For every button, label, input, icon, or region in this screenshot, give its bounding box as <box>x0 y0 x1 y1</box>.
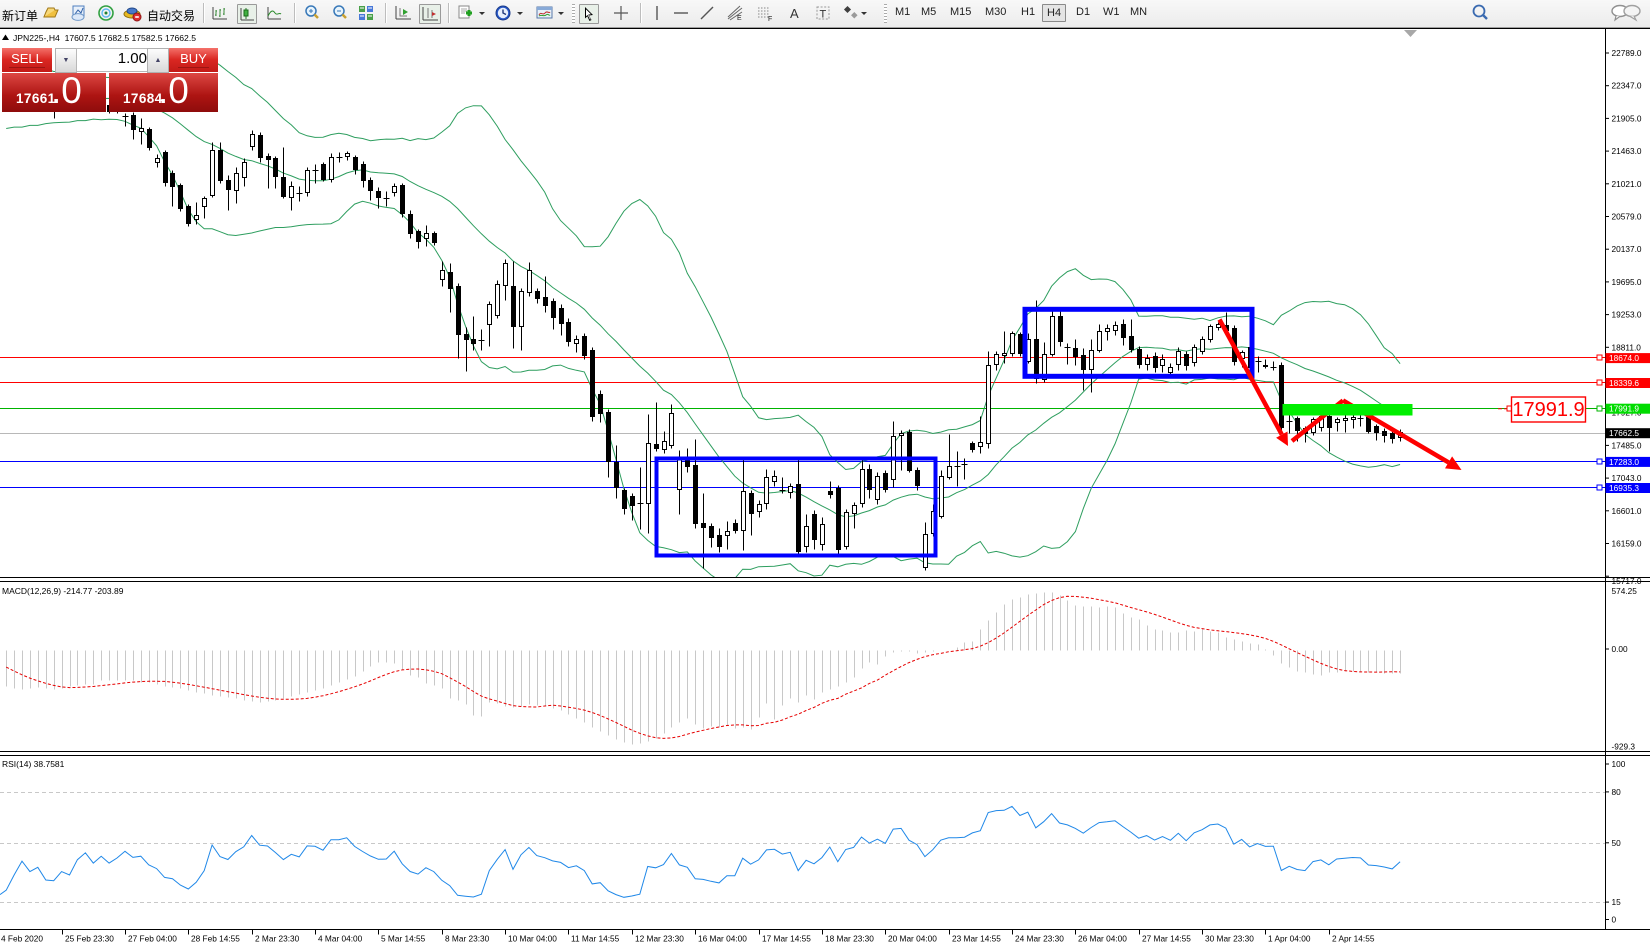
svg-text:8 Mar 23:30: 8 Mar 23:30 <box>445 934 490 944</box>
svg-text:23 Mar 14:55: 23 Mar 14:55 <box>952 934 1001 944</box>
svg-text:22789.0: 22789.0 <box>1612 48 1642 58</box>
svg-text:18674.0: 18674.0 <box>1609 353 1639 363</box>
svg-text:0.00: 0.00 <box>1612 644 1629 654</box>
svg-text:17662.5: 17662.5 <box>1609 428 1639 438</box>
svg-text:50: 50 <box>1612 838 1622 848</box>
svg-text:F: F <box>768 16 772 22</box>
svg-text:17991.9: 17991.9 <box>1512 399 1584 421</box>
svg-text:16935.3: 16935.3 <box>1609 483 1639 493</box>
svg-text:17283.0: 17283.0 <box>1609 457 1639 467</box>
svg-text:RSI(14) 38.7581: RSI(14) 38.7581 <box>2 759 65 769</box>
svg-text:20 Mar 04:00: 20 Mar 04:00 <box>888 934 937 944</box>
svg-text:574.25: 574.25 <box>1612 586 1638 596</box>
svg-text:26 Mar 04:00: 26 Mar 04:00 <box>1078 934 1127 944</box>
svg-text:27 Mar 14:55: 27 Mar 14:55 <box>1142 934 1191 944</box>
svg-text:JPN225-,H4 17607.5 17682.5 17: JPN225-,H4 17607.5 17682.5 17582.5 17662… <box>13 33 196 43</box>
svg-text:15: 15 <box>1612 897 1622 907</box>
svg-text:16159.0: 16159.0 <box>1612 539 1642 549</box>
svg-text:24 Mar 23:30: 24 Mar 23:30 <box>1015 934 1064 944</box>
svg-text:21905.0: 21905.0 <box>1612 113 1642 123</box>
svg-text:MACD(12,26,9) -214.77 -203.89: MACD(12,26,9) -214.77 -203.89 <box>2 586 124 596</box>
svg-text:18 Mar 23:30: 18 Mar 23:30 <box>825 934 874 944</box>
svg-text:2 Mar 23:30: 2 Mar 23:30 <box>255 934 300 944</box>
svg-text:-929.3: -929.3 <box>1612 742 1636 752</box>
svg-text:17991.9: 17991.9 <box>1609 404 1639 414</box>
svg-text:18811.0: 18811.0 <box>1612 342 1642 352</box>
svg-text:16 Mar 04:00: 16 Mar 04:00 <box>698 934 747 944</box>
svg-text:E: E <box>737 15 742 22</box>
svg-text:21463.0: 21463.0 <box>1612 146 1642 156</box>
svg-text:19695.0: 19695.0 <box>1612 277 1642 287</box>
svg-text:10 Mar 04:00: 10 Mar 04:00 <box>508 934 557 944</box>
svg-text:17485.0: 17485.0 <box>1612 440 1642 450</box>
svg-text:4 Feb 2020: 4 Feb 2020 <box>1 934 43 944</box>
svg-text:22347.0: 22347.0 <box>1612 81 1642 91</box>
svg-text:17043.0: 17043.0 <box>1612 473 1642 483</box>
svg-text:21021.0: 21021.0 <box>1612 179 1642 189</box>
svg-text:1 Apr 04:00: 1 Apr 04:00 <box>1268 934 1311 944</box>
svg-text:T: T <box>820 9 827 21</box>
svg-text:16601.0: 16601.0 <box>1612 506 1642 516</box>
svg-text:28 Feb 14:55: 28 Feb 14:55 <box>191 934 240 944</box>
svg-text:2 Apr 14:55: 2 Apr 14:55 <box>1332 934 1375 944</box>
svg-text:18339.6: 18339.6 <box>1609 378 1639 388</box>
svg-text:5 Mar 14:55: 5 Mar 14:55 <box>381 934 426 944</box>
svg-text:25 Feb 23:30: 25 Feb 23:30 <box>65 934 114 944</box>
svg-text:0: 0 <box>1612 915 1617 925</box>
svg-text:27 Feb 04:00: 27 Feb 04:00 <box>128 934 177 944</box>
svg-text:11 Mar 14:55: 11 Mar 14:55 <box>571 934 620 944</box>
svg-text:A: A <box>790 6 799 21</box>
svg-text:12 Mar 23:30: 12 Mar 23:30 <box>635 934 684 944</box>
svg-text:20137.0: 20137.0 <box>1612 244 1642 254</box>
svg-text:30 Mar 23:30: 30 Mar 23:30 <box>1205 934 1254 944</box>
svg-text:80: 80 <box>1612 787 1622 797</box>
svg-text:4 Mar 04:00: 4 Mar 04:00 <box>318 934 363 944</box>
svg-text:15717.0: 15717.0 <box>1612 576 1642 586</box>
svg-text:17 Mar 14:55: 17 Mar 14:55 <box>762 934 811 944</box>
svg-text:20579.0: 20579.0 <box>1612 212 1642 222</box>
svg-text:100: 100 <box>1612 759 1626 769</box>
svg-text:19253.0: 19253.0 <box>1612 310 1642 320</box>
